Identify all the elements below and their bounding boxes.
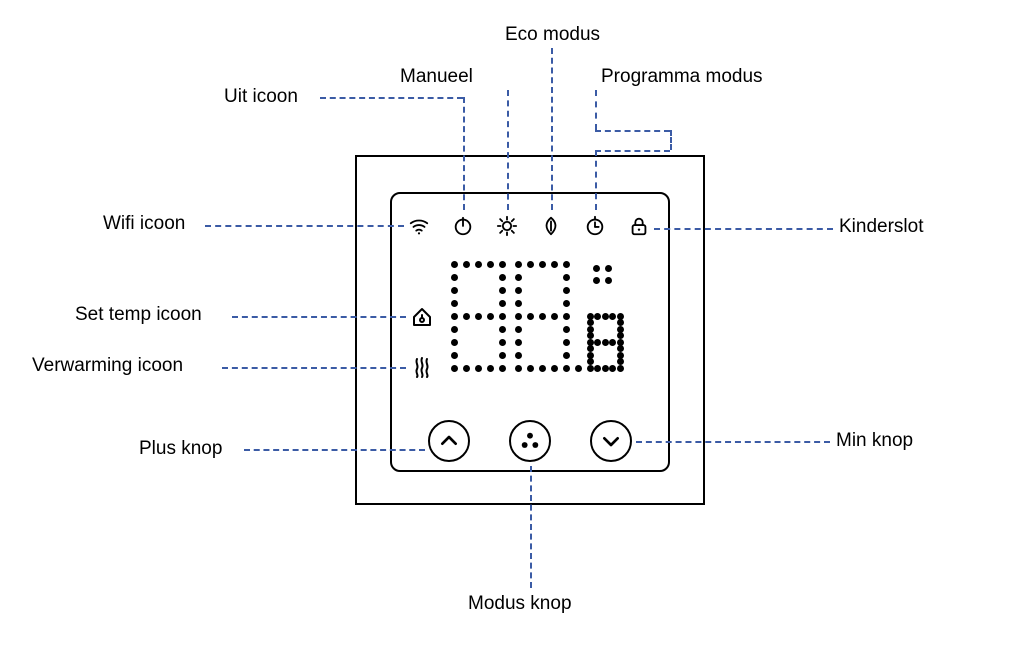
annotation-label: Eco modus [505, 24, 600, 46]
program-icon [584, 215, 606, 237]
annotation-label: Set temp icoon [75, 304, 202, 326]
eco-icon [540, 215, 562, 237]
temperature-display [448, 260, 648, 375]
leader-line [222, 367, 406, 369]
annotation-label: Plus knop [139, 438, 222, 460]
wifi-icon [408, 215, 430, 237]
leader-line [595, 130, 670, 132]
leader-line [530, 466, 532, 588]
annotation-label: Modus knop [468, 593, 572, 615]
lock-icon [628, 215, 650, 237]
leader-line [320, 97, 463, 99]
annotation-label: Verwarming icoon [32, 355, 183, 377]
mode-button[interactable] [509, 420, 551, 462]
power-icon [452, 215, 474, 237]
leader-line [463, 97, 465, 210]
leader-line [595, 90, 597, 130]
leader-line [670, 130, 672, 150]
leader-line [595, 150, 597, 210]
plus-button[interactable] [428, 420, 470, 462]
leader-line [244, 449, 425, 451]
leader-line [232, 316, 406, 318]
leader-line [507, 90, 509, 210]
heating-icon [410, 355, 434, 379]
minus-button[interactable] [590, 420, 632, 462]
leader-line [654, 228, 833, 230]
leader-line [205, 225, 404, 227]
annotation-label: Programma modus [601, 66, 763, 88]
leader-line [595, 150, 670, 152]
manual-icon [496, 215, 518, 237]
set-temp-icon [410, 305, 434, 329]
annotation-label: Min knop [836, 430, 913, 452]
annotation-label: Uit icoon [224, 86, 298, 108]
annotation-label: Kinderslot [839, 216, 924, 238]
annotation-label: Manueel [400, 66, 473, 88]
annotation-label: Wifi icoon [103, 213, 185, 235]
leader-line [551, 48, 553, 210]
leader-line [636, 441, 830, 443]
